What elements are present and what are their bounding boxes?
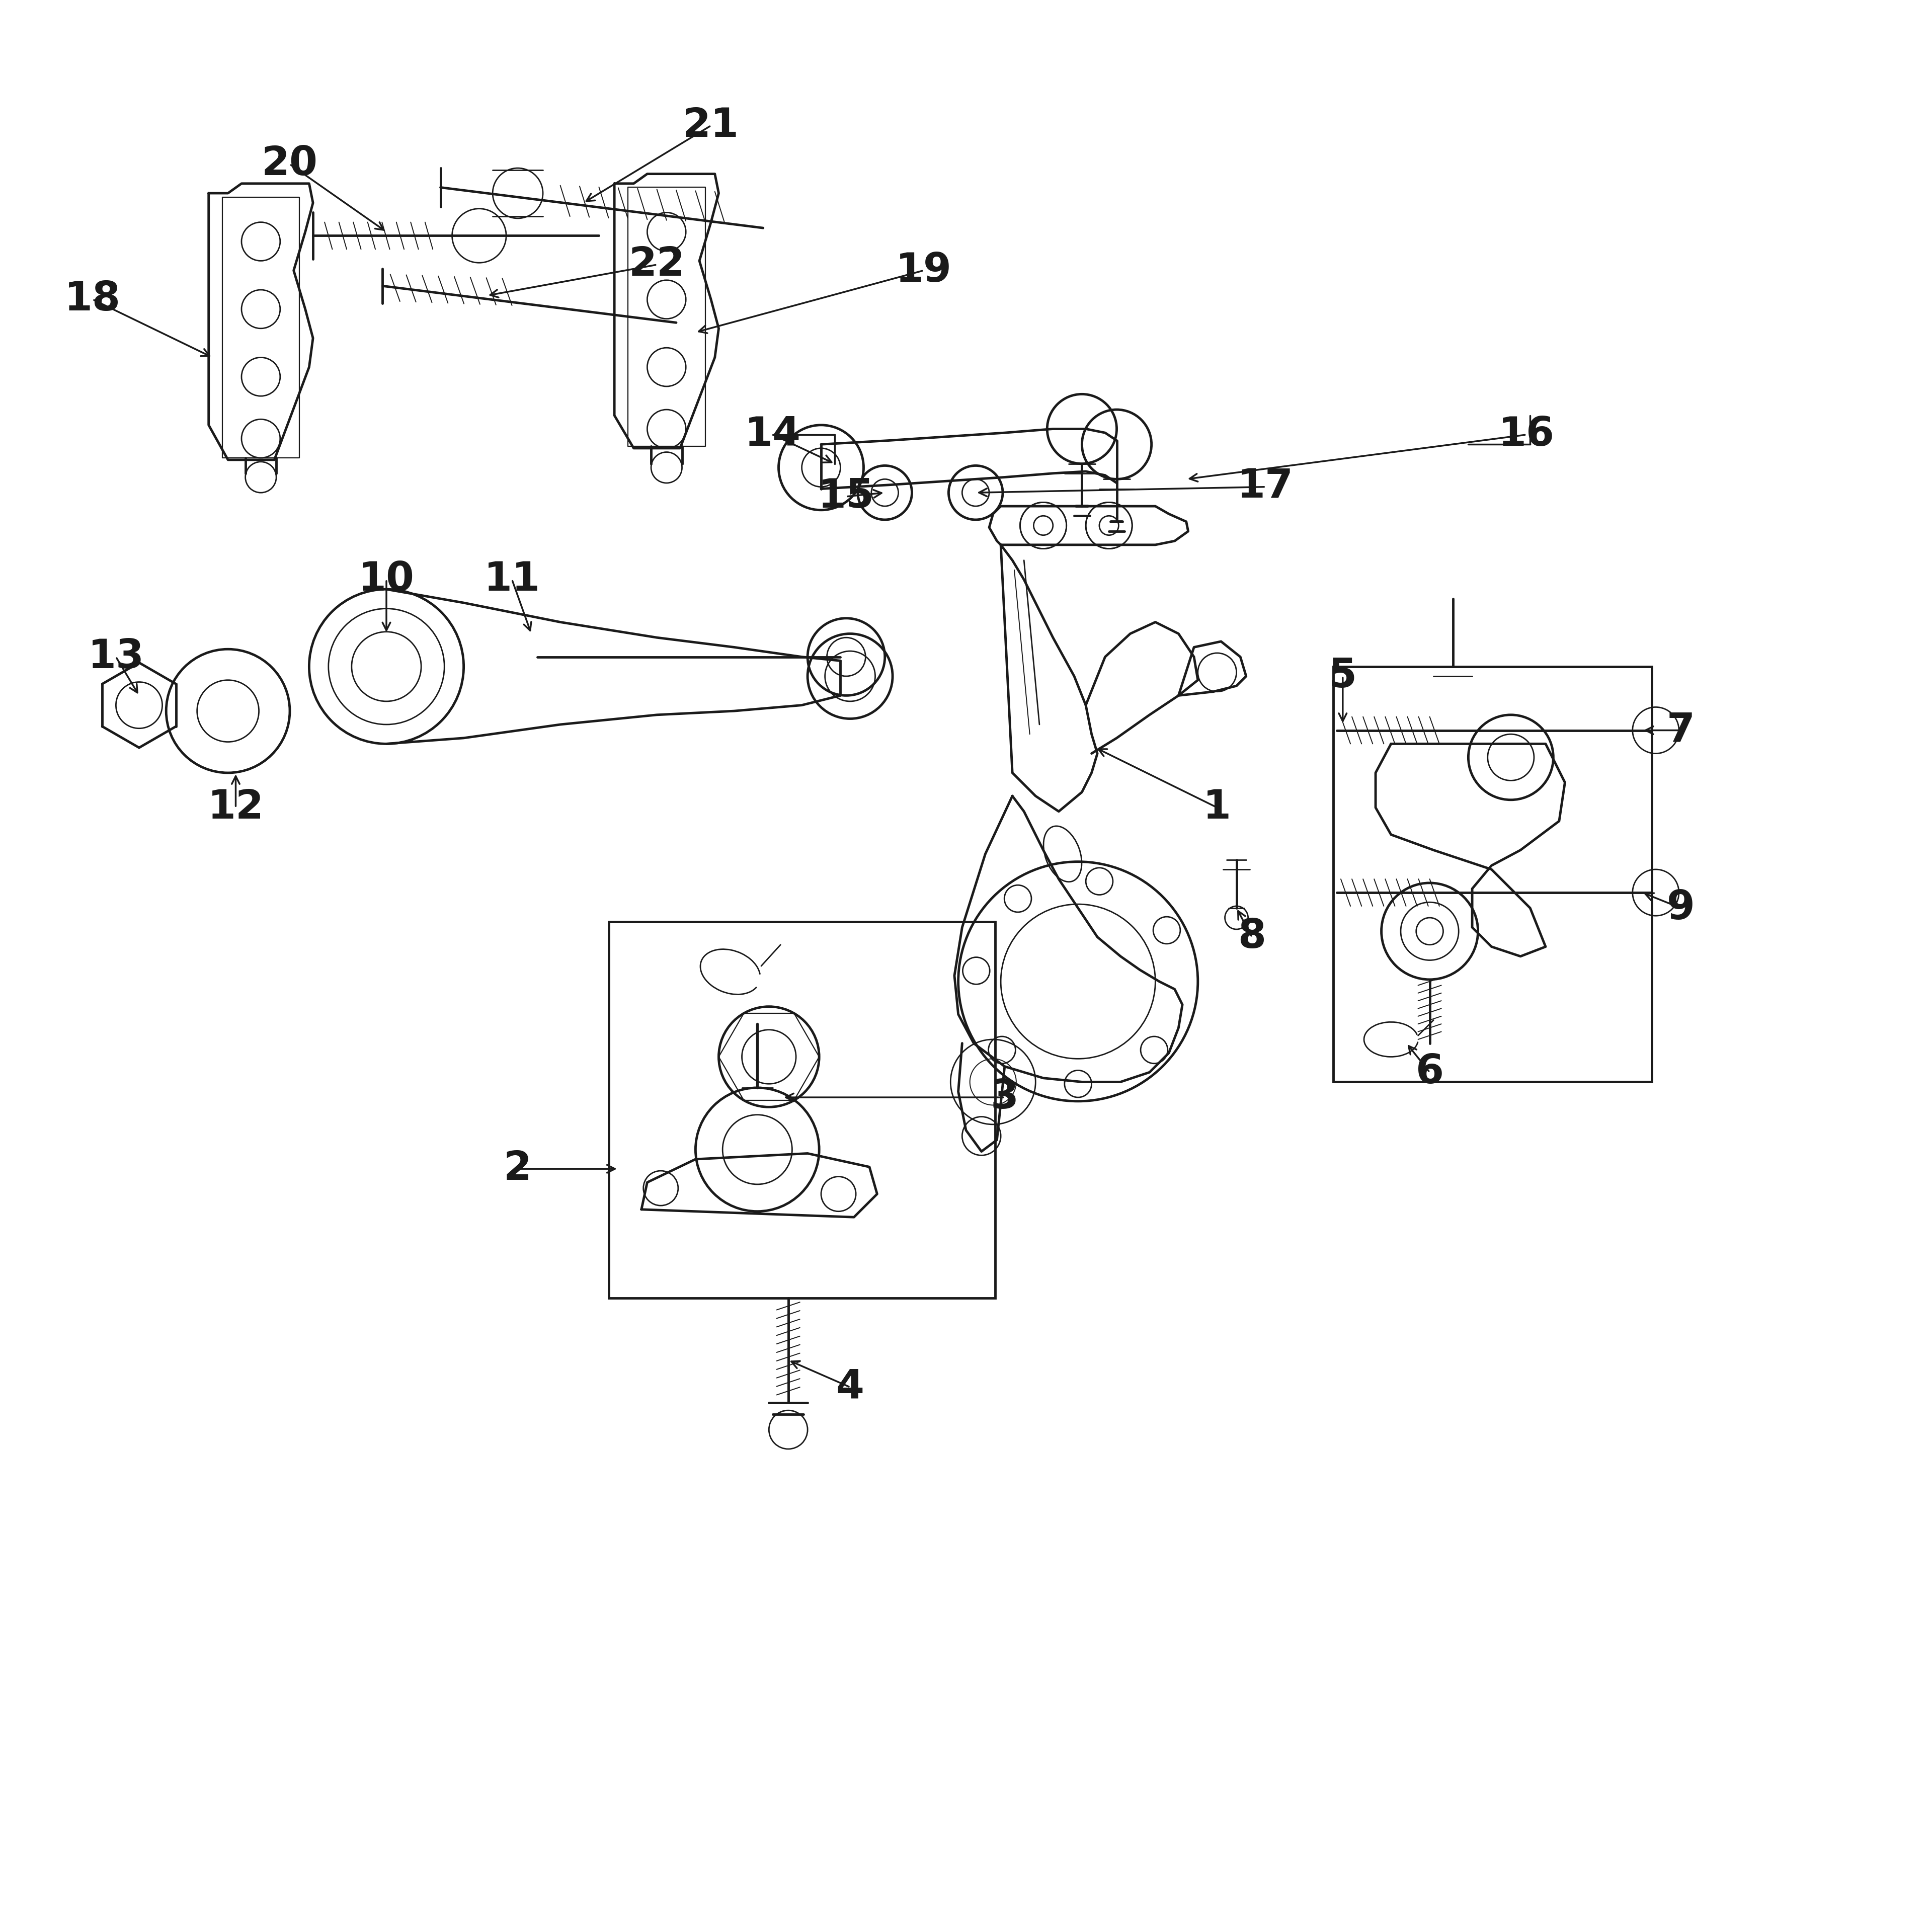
Text: 17: 17 [1236, 468, 1294, 506]
Bar [1333, 667, 1652, 1082]
Text: 22: 22 [628, 245, 686, 284]
Text: 15: 15 [817, 477, 875, 516]
Text: 3: 3 [991, 1078, 1018, 1117]
Text: 7: 7 [1667, 711, 1694, 750]
Text: 21: 21 [682, 106, 740, 145]
Text: 2: 2 [504, 1150, 531, 1188]
Text: 13: 13 [87, 638, 145, 676]
Text: 14: 14 [744, 415, 802, 454]
Text: 11: 11 [483, 560, 541, 599]
Text: 8: 8 [1238, 918, 1265, 956]
Text: 20: 20 [261, 145, 319, 184]
Text: 19: 19 [895, 251, 952, 290]
Text: 1: 1 [1204, 788, 1231, 827]
Text: 10: 10 [357, 560, 415, 599]
Text: 16: 16 [1497, 415, 1555, 454]
Text: 9: 9 [1667, 889, 1694, 927]
Text: 5: 5 [1329, 657, 1356, 696]
Text: 4: 4 [837, 1368, 864, 1406]
Text: 12: 12 [207, 788, 265, 827]
Circle shape [1020, 502, 1066, 549]
Bar [609, 922, 995, 1298]
Text: 18: 18 [64, 280, 122, 319]
Text: 6: 6 [1416, 1053, 1443, 1092]
Circle shape [1086, 502, 1132, 549]
